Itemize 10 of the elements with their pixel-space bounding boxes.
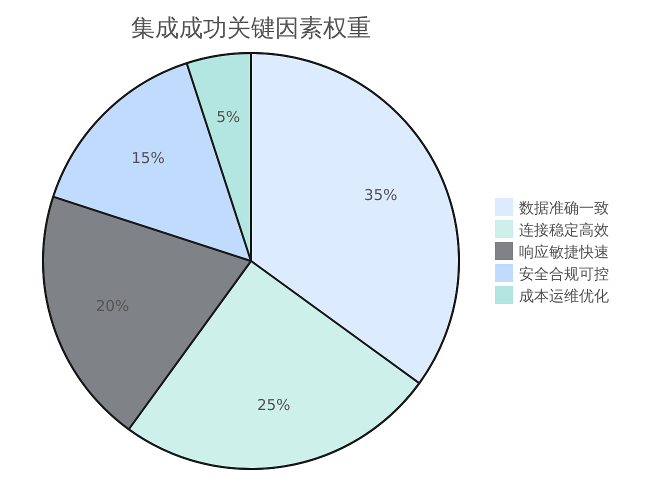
data-label: 15% [131,149,165,168]
legend-label: 成本运维优化 [519,287,609,305]
chart-title: 集成成功关键因素权重 [131,14,371,42]
data-label: 5% [216,108,240,126]
legend-label: 连接稳定高效 [519,221,609,239]
legend-label: 响应敏捷快速 [519,243,609,261]
data-label: 25% [257,396,290,414]
data-label: 35% [364,186,398,204]
legend-label: 安全合规可控 [519,265,609,283]
legend-label: 数据准确一致 [519,199,609,217]
